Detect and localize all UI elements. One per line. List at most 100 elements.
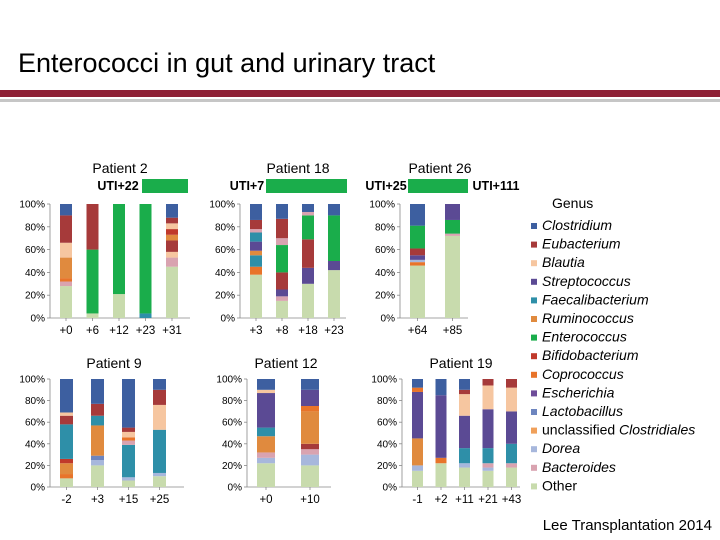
bar-seg-p5-0-7	[257, 379, 275, 390]
uti-bar-p3-0	[408, 179, 468, 193]
bar-seg-p1-0-4	[60, 242, 72, 258]
bar-seg-p2-0-8	[250, 204, 262, 220]
bar-seg-p6-2-3	[459, 415, 470, 449]
y-tick-label-p6-1: 20%	[377, 461, 397, 472]
legend-swatch-12	[531, 446, 537, 453]
x-tick-label-p6-3: +21	[478, 494, 498, 506]
bar-seg-p6-4-2	[506, 443, 517, 464]
bar-seg-p4-3-2	[153, 429, 166, 473]
bar-seg-p2-0-0	[250, 274, 262, 318]
y-tick-label-p2-5: 100%	[209, 200, 235, 211]
bar-seg-p1-0-2	[60, 278, 72, 282]
bar-seg-p2-3-3	[328, 204, 340, 216]
bar-seg-p2-2-0	[302, 283, 314, 318]
bar-seg-p2-2-4	[302, 211, 314, 216]
bar-seg-p4-2-5	[122, 431, 135, 438]
bar-seg-p1-0-3	[60, 257, 72, 279]
x-tick-label-p4-1: +3	[91, 494, 104, 506]
y-tick-label-p1-4: 80%	[25, 222, 45, 233]
bar-seg-p2-1-1	[276, 296, 288, 301]
bar-seg-p1-4-1	[166, 257, 178, 267]
legend-label-10: Lactobacillus	[542, 403, 623, 419]
legend-swatch-6	[531, 334, 537, 341]
legend-label-11: unclassified Clostridiales	[542, 422, 695, 438]
legend-swatch-5	[531, 316, 537, 322]
y-tick-label-p3-4: 80%	[375, 222, 395, 233]
bar-seg-p2-0-1	[250, 266, 262, 275]
bar-seg-p4-2-1	[122, 477, 135, 481]
y-tick-label-p2-2: 40%	[215, 268, 235, 279]
x-tick-label-p4-0: -2	[61, 494, 71, 506]
bar-seg-p3-0-3	[410, 255, 425, 260]
legend-label-14: Other	[542, 477, 577, 493]
y-tick-label-p5-3: 60%	[222, 418, 242, 429]
y-tick-label-p1-2: 40%	[25, 268, 45, 279]
bar-seg-p4-2-3	[122, 440, 135, 445]
bar-seg-p4-1-4	[91, 415, 104, 426]
bar-seg-p2-1-5	[276, 238, 288, 246]
bar-seg-p3-0-5	[410, 225, 425, 249]
y-tick-label-p5-1: 20%	[222, 461, 242, 472]
legend-label-6: Enterococcus	[542, 329, 627, 345]
slide-title: Enterococci in gut and urinary tract	[18, 48, 436, 78]
x-tick-label-p6-2: +11	[455, 494, 474, 506]
bar-seg-p6-3-1	[482, 467, 494, 471]
y-tick-label-p5-5: 100%	[216, 375, 242, 386]
bar-seg-p4-1-1	[91, 460, 104, 466]
panel-title-p3: Patient 26	[408, 160, 471, 176]
legend-label-3: Streptococcus	[542, 273, 631, 289]
x-tick-label-p1-3: +23	[136, 325, 156, 337]
y-tick-label-p2-0: 0%	[221, 314, 236, 325]
bar-seg-p2-3-0	[328, 270, 340, 318]
bar-seg-p5-0-6	[257, 389, 275, 394]
bar-seg-p6-4-1	[506, 463, 517, 468]
bar-seg-p2-2-2	[302, 239, 314, 268]
bar-seg-p4-2-0	[122, 480, 135, 487]
legend-swatch-0	[531, 223, 537, 229]
y-tick-label-p3-1: 20%	[375, 291, 395, 302]
bar-seg-p5-0-1	[257, 457, 275, 464]
legend-title: Genus	[552, 195, 593, 211]
bar-seg-p1-1-2	[86, 204, 99, 250]
bar-seg-p3-1-3	[445, 204, 460, 220]
y-tick-label-p4-4: 80%	[25, 396, 45, 407]
x-tick-label-p3-1: +85	[443, 325, 463, 337]
bar-seg-p2-2-5	[302, 204, 314, 212]
y-tick-label-p4-3: 60%	[25, 418, 45, 429]
panel-title-p6: Patient 19	[429, 355, 492, 371]
x-tick-label-p4-3: +25	[150, 494, 170, 506]
bar-seg-p1-0-5	[60, 215, 72, 243]
bar-seg-p5-1-0	[301, 465, 319, 487]
x-tick-label-p6-0: -1	[412, 494, 422, 506]
bar-seg-p2-0-5	[250, 232, 262, 242]
legend-swatch-2	[531, 260, 537, 267]
bar-seg-p2-1-0	[276, 300, 288, 318]
bar-seg-p6-3-6	[482, 379, 494, 386]
x-tick-label-p4-2: +15	[119, 494, 139, 506]
y-tick-label-p3-2: 40%	[375, 268, 395, 279]
bar-seg-p2-1-3	[276, 272, 288, 290]
bar-seg-p4-2-4	[122, 437, 135, 441]
bar-seg-p6-2-0	[459, 467, 470, 487]
bar-seg-p6-2-6	[459, 379, 470, 390]
bar-seg-p6-1-3	[435, 379, 447, 396]
y-tick-label-p1-3: 60%	[25, 245, 45, 256]
bar-seg-p2-0-4	[250, 241, 262, 251]
uti-label-p1-0: UTI+22	[97, 179, 138, 193]
y-tick-label-p6-2: 40%	[377, 439, 397, 450]
bar-seg-p5-0-2	[257, 452, 275, 458]
panel-title-p4: Patient 9	[86, 355, 141, 371]
bar-seg-p3-1-2	[445, 219, 460, 234]
bar-seg-p5-0-4	[257, 427, 275, 437]
bar-seg-p4-1-0	[91, 465, 104, 487]
bar-seg-p4-1-5	[91, 403, 104, 416]
x-tick-label-p1-0: +0	[59, 325, 72, 337]
bar-seg-p1-4-7	[166, 217, 178, 224]
legend-swatch-7	[531, 353, 537, 360]
y-tick-label-p6-0: 0%	[383, 483, 398, 494]
bar-seg-p1-4-5	[166, 229, 178, 235]
bar-seg-p6-4-0	[506, 467, 517, 487]
legend-swatch-13	[531, 464, 537, 471]
bar-seg-p6-4-5	[506, 379, 517, 388]
legend-label-5: Ruminococcus	[542, 310, 634, 326]
